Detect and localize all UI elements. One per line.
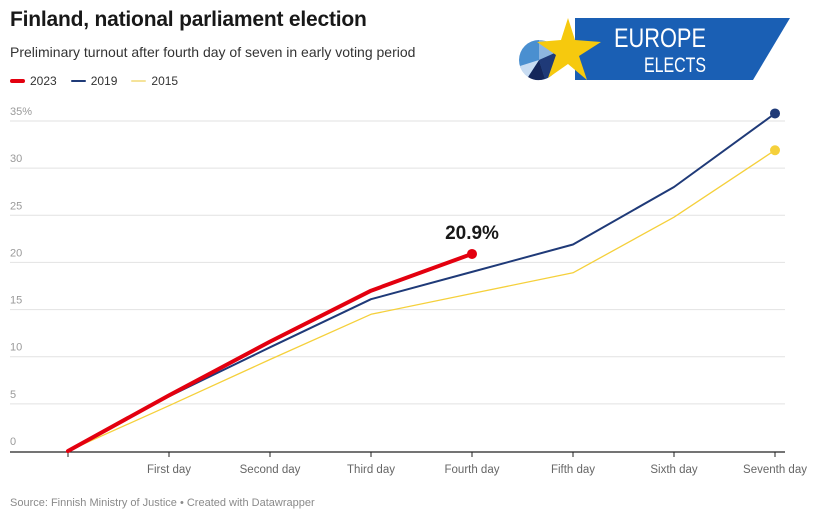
series-lines (66, 108, 780, 453)
series-line-2015 (67, 149, 776, 452)
legend: 2023 2019 2015 (10, 74, 178, 88)
legend-swatch-2023 (10, 79, 25, 83)
y-tick-label: 30 (10, 153, 22, 165)
legend-item-2019: 2019 (70, 74, 118, 88)
end-point-2015 (770, 145, 780, 156)
series-line-2023 (66, 251, 474, 453)
x-axis: First day Second day Third day Fourth day Fi… (10, 451, 807, 476)
x-tick-label: Seventh day (743, 464, 807, 476)
logo-banner (575, 18, 790, 80)
legend-label-2023: 2023 (30, 74, 57, 88)
x-tick-label: Fourth day (445, 464, 500, 476)
chart-title: Finland, national parliament election (10, 8, 367, 31)
x-tick-label: Sixth day (650, 464, 698, 476)
y-tick-label: 35% (10, 106, 32, 118)
x-tick-label: Third day (347, 464, 395, 476)
y-tick-label: 5 (10, 389, 16, 401)
end-point-2019 (770, 108, 780, 119)
y-tick-label: 20 (10, 247, 22, 259)
legend-item-2015: 2015 (131, 74, 178, 88)
legend-swatch-2019 (70, 80, 86, 82)
end-point-2023 (467, 248, 477, 259)
y-tick-label: 25 (10, 200, 22, 212)
europe-elects-logo: EUROPE ELECTS (519, 18, 790, 81)
source-footer: Source: Finnish Ministry of Justice • Cr… (10, 497, 315, 509)
logo-text-elects: ELECTS (644, 54, 706, 77)
legend-swatch-2015 (131, 80, 147, 82)
grid (10, 120, 785, 405)
y-axis: 0 5 10 15 20 25 30 35% (10, 106, 32, 448)
y-tick-label: 0 (10, 436, 16, 448)
chart-subtitle: Preliminary turnout after fourth day of … (10, 44, 416, 60)
series-line-2019 (67, 112, 776, 452)
star-icon (537, 18, 601, 80)
logo-text-europe: EUROPE (614, 23, 706, 53)
x-tick-label: Fifth day (551, 464, 595, 476)
y-tick-label: 15 (10, 295, 22, 307)
annotation-label: 20.9% (445, 223, 499, 244)
annotations: 20.9% (445, 223, 499, 244)
legend-item-2023: 2023 (10, 74, 57, 88)
legend-label-2019: 2019 (90, 74, 118, 88)
x-tick-label: Second day (240, 464, 301, 476)
x-tick-label: First day (147, 464, 191, 476)
legend-label-2015: 2015 (151, 74, 179, 88)
y-tick-label: 10 (10, 342, 22, 354)
